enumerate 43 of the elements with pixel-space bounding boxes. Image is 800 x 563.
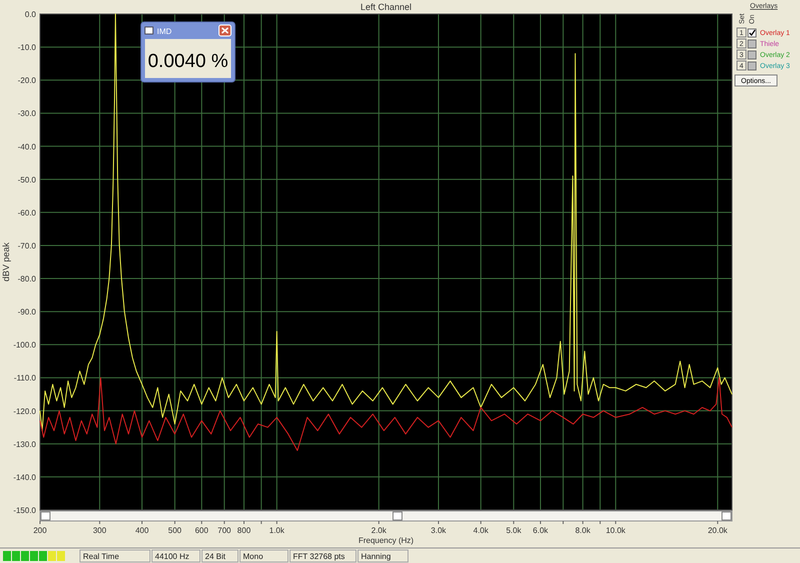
y-tick-label: -20.0 [18,76,37,86]
text: Mono [243,552,264,561]
x-tick-label: 6.0k [532,526,550,535]
y-tick-label: -80.0 [18,274,37,284]
y-tick-label: -100.0 [13,340,37,350]
y-axis-title: dBV peak [1,242,11,282]
y-tick-label: -130.0 [13,440,37,449]
y-tick-label: -70.0 [18,241,37,250]
x-tick-label: 8.0k [575,526,592,535]
x-tick-label: 20.0k [708,526,728,535]
x-tick-label: 10.0k [606,526,626,535]
y-tick-label: -40.0 [18,142,37,152]
x-tick-label: 4.0k [473,526,490,535]
chart-title: Left Channel [360,2,412,12]
annotation: 0.0040 % [148,51,228,72]
x-tick-label: 500 [168,526,182,535]
y-tick-label: -60.0 [18,208,37,218]
y-tick-label: -50.0 [18,175,37,184]
y-tick-label: -140.0 [13,472,37,482]
x-tick-label: 300 [92,526,107,535]
y-tick-label: -150.0 [13,506,37,515]
text: FFT 32768 pts [293,552,345,561]
text: 44100 Hz [155,552,190,561]
x-tick-label: 1.0k [269,526,286,535]
y-tick-label: 0.0 [24,10,37,19]
x-tick-label: 600 [194,526,209,535]
x-tick-label: 700 [218,526,232,535]
x-tick-label: 3.0k [430,526,448,535]
y-tick-label: -90.0 [18,308,37,317]
y-tick-label: -10.0 [18,43,37,52]
x-tick-label: 2.0k [371,526,388,535]
text: Hanning [361,552,391,561]
x-tick-label: 800 [237,526,252,535]
x-tick-label: 5.0k [506,526,522,535]
annotation: IMD [157,27,172,36]
y-tick-label: -110.0 [14,374,37,383]
x-axis-title: Frequency (Hz) [358,536,414,545]
x-tick-label: 400 [135,526,150,535]
y-tick-label: -120.0 [13,406,37,416]
y-tick-label: -30.0 [18,109,37,118]
text: Real Time [83,552,120,561]
x-tick-label: 200 [33,526,48,535]
text: 24 Bit [205,552,226,561]
